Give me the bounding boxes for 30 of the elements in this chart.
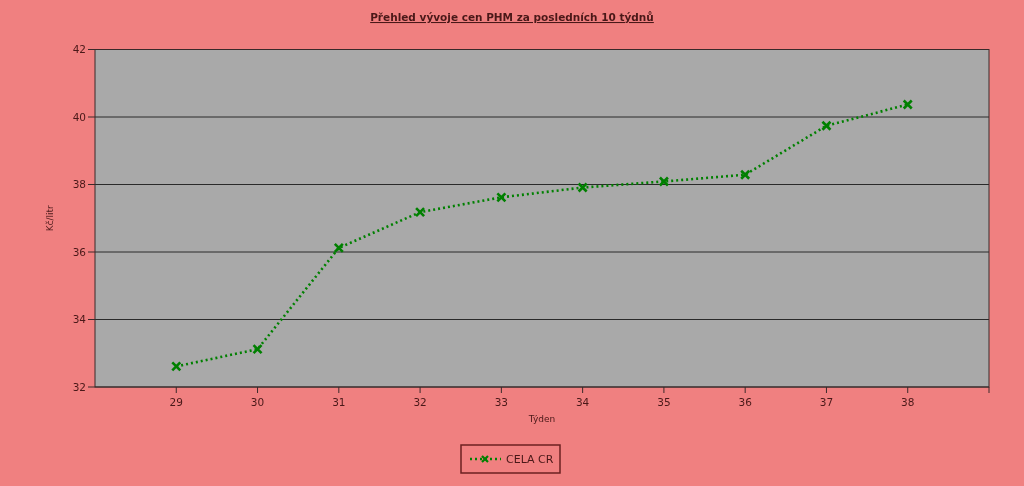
x-tick-label: 35 bbox=[657, 396, 671, 408]
x-tick-label: 32 bbox=[413, 396, 427, 408]
y-tick-label: 34 bbox=[72, 313, 87, 326]
point bbox=[170, 361, 182, 372]
y-tick-label: 42 bbox=[72, 43, 86, 56]
point bbox=[658, 176, 670, 187]
point bbox=[252, 343, 263, 355]
x-tick-label: 33 bbox=[494, 396, 509, 408]
y-tick-label: 38 bbox=[72, 178, 86, 191]
x-tick-label: 29 bbox=[169, 396, 183, 408]
point bbox=[577, 182, 588, 193]
y-tick-label: 40 bbox=[72, 110, 86, 123]
legend-label: CELA CR bbox=[506, 452, 554, 466]
point bbox=[739, 169, 751, 181]
chart-title: Přehled vývoje cen PHM za posledních 10 týdnů bbox=[370, 11, 654, 23]
x-tick-label: 38 bbox=[901, 396, 915, 408]
y-tick-label: 32 bbox=[72, 380, 86, 393]
x-tick-label: 34 bbox=[575, 396, 590, 408]
point bbox=[902, 99, 914, 110]
point bbox=[496, 192, 507, 203]
y-tick-label: 36 bbox=[72, 245, 87, 258]
point bbox=[333, 242, 345, 254]
point bbox=[821, 120, 832, 132]
x-tick-label: 37 bbox=[819, 396, 834, 408]
y-axis-title: Kč/litr bbox=[45, 204, 55, 232]
x-tick-label: 36 bbox=[738, 396, 753, 408]
x-axis-title: Týden bbox=[527, 414, 556, 424]
x-tick-label: 31 bbox=[332, 396, 346, 408]
point bbox=[414, 206, 426, 218]
x-tick-label: 30 bbox=[250, 396, 265, 408]
